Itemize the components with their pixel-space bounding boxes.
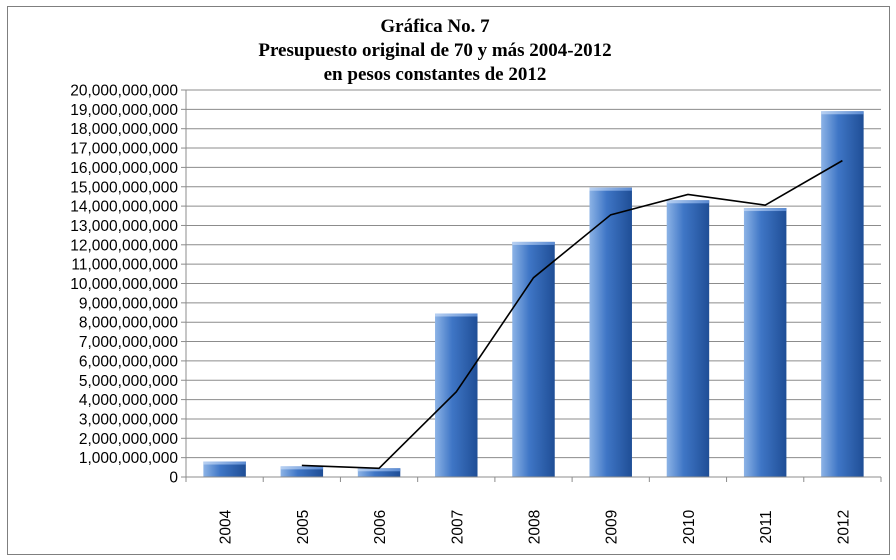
trend-line [301, 159, 843, 470]
y-tick-label: 2,000,000,000 [79, 431, 179, 448]
axes [185, 90, 882, 482]
bar-cap [821, 111, 864, 115]
bar-cap [357, 468, 401, 472]
bar-cap [589, 187, 632, 191]
bar-body [666, 200, 710, 478]
bar-body [280, 466, 324, 477]
y-tick-label: 8,000,000,000 [79, 315, 179, 332]
x-tick-label: 2009 [604, 510, 621, 544]
y-tick-label: 12,000,000,000 [70, 237, 178, 254]
y-tick-label: 17,000,000,000 [70, 141, 178, 158]
bar-body [435, 313, 478, 477]
bar-body [589, 187, 632, 477]
chart-title-line-1: Gráfica No. 7 [380, 16, 490, 37]
x-axis-tick-labels: 2004 2005 2006 2007 2008 2009 2010 2011 2012 [218, 509, 853, 544]
chart-title: Gráfica No. 7 Presupuesto original de 70… [258, 16, 611, 85]
bar [357, 468, 401, 477]
bar [512, 241, 555, 477]
bar-cap [435, 313, 478, 317]
y-tick-label: 13,000,000,000 [70, 218, 178, 235]
y-tick-label: 16,000,000,000 [70, 160, 178, 177]
line-series [301, 159, 843, 470]
y-tick-label: 9,000,000,000 [79, 295, 179, 312]
bar-cap [203, 461, 246, 465]
y-tick-label: 14,000,000,000 [70, 199, 178, 216]
y-tick-label: 10,000,000,000 [70, 276, 178, 293]
bar-body [743, 208, 787, 477]
x-tick-label: 2004 [218, 509, 235, 544]
x-tick-label: 2005 [295, 510, 312, 544]
bar [666, 200, 710, 478]
bar [589, 187, 632, 477]
y-tick-label: 19,000,000,000 [70, 102, 178, 119]
bar-body [203, 461, 246, 477]
y-tick-label: 20,000,000,000 [70, 83, 178, 100]
y-tick-label: 3,000,000,000 [79, 411, 179, 428]
bar-series [203, 111, 864, 478]
y-tick-label: 6,000,000,000 [79, 353, 179, 370]
y-tick-label: 7,000,000,000 [79, 334, 179, 351]
x-tick-label: 2012 [835, 510, 852, 544]
bar [743, 208, 787, 477]
x-tick-label: 2011 [758, 510, 775, 543]
chart-frame: Gráfica No. 7 Presupuesto original de 70… [7, 6, 890, 555]
bar [821, 111, 864, 477]
y-tick-label: 0 [169, 470, 178, 487]
bar-cap [280, 466, 324, 470]
x-tick-label: 2006 [372, 510, 389, 544]
chart-title-line-3: en pesos constantes de 2012 [324, 64, 547, 85]
y-tick-label: 18,000,000,000 [70, 121, 178, 138]
bar [435, 313, 478, 477]
bar [203, 461, 246, 477]
bar-line-chart: Gráfica No. 7 Presupuesto original de 70… [70, 16, 882, 544]
y-tick-label: 15,000,000,000 [70, 179, 178, 196]
y-axis-tick-labels: 0 1,000,000,000 2,000,000,000 3,000,000,000… [70, 83, 178, 487]
x-tick-label: 2007 [449, 510, 466, 544]
bar-body [357, 468, 401, 477]
y-tick-label: 5,000,000,000 [79, 373, 179, 390]
bar-cap [512, 241, 555, 245]
bar-cap [743, 208, 787, 212]
x-tick-label: 2008 [527, 510, 544, 544]
bar-cap [666, 200, 710, 204]
bar [280, 466, 324, 477]
y-tick-label: 11,000,000,000 [71, 257, 178, 274]
x-tick-label: 2010 [681, 509, 698, 544]
bar-body [512, 241, 555, 477]
y-tick-label: 1,000,000,000 [79, 450, 179, 467]
chart-title-line-2: Presupuesto original de 70 y más 2004-20… [258, 40, 611, 61]
y-tick-label: 4,000,000,000 [79, 392, 179, 409]
bar-body [821, 111, 864, 477]
